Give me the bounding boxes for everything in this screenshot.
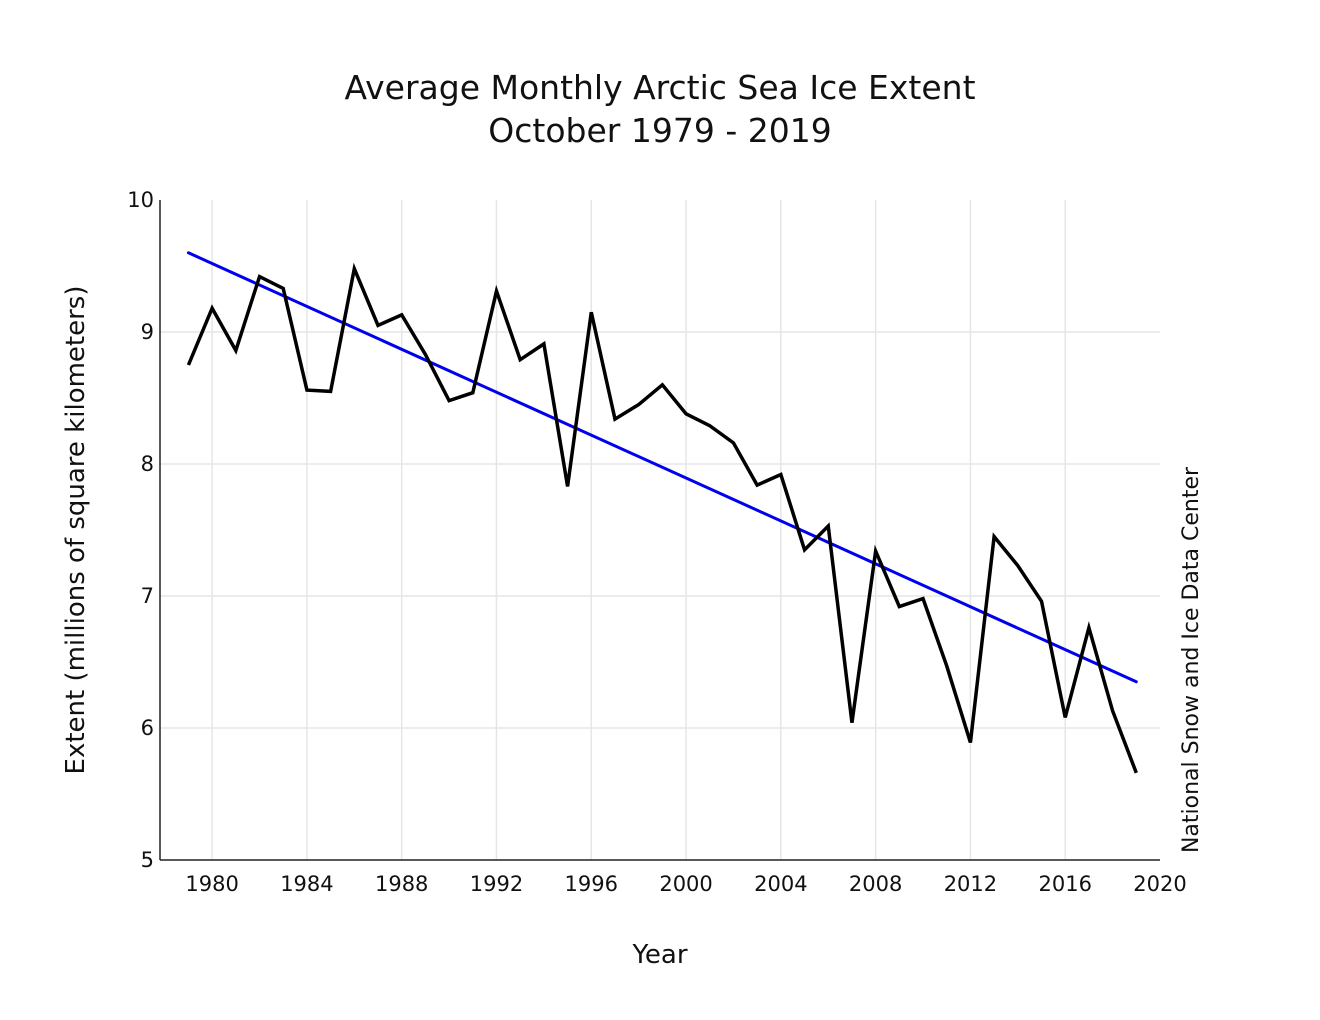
x-tick-labels: 1980 1984 1988 1992 1996 2000 2004 2008 2012 2016… [185,872,1186,896]
trend-line [186,251,1138,684]
source-label: National Snow and Ice Data Center [1179,466,1204,853]
series-lines [186,251,1138,774]
x-tick-label: 2016 [1038,872,1091,896]
y-axis-title: Extent (millions of square kilometers) [61,286,91,775]
axes [159,200,1160,861]
x-tick-label: 1992 [470,872,523,896]
x-tick-label: 1988 [375,872,428,896]
y-tick-label: 6 [141,716,154,740]
chart-title: Average Monthly Arctic Sea Ice Extent [344,68,975,107]
x-tick-label: 1980 [185,872,238,896]
x-tick-label: 2000 [659,872,712,896]
x-tick-label: 2012 [944,872,997,896]
y-tick-label: 10 [127,188,154,212]
y-tick-label: 9 [141,320,154,344]
x-tick-label: 1984 [280,872,333,896]
chart-subtitle: October 1979 - 2019 [488,111,831,150]
x-tick-label: 2008 [849,872,902,896]
gridlines [160,200,1160,860]
y-tick-label: 8 [141,452,154,476]
y-tick-labels: 5 6 7 8 9 10 [127,188,154,872]
x-tick-label: 2020 [1133,872,1186,896]
y-tick-label: 7 [141,584,154,608]
x-tick-label: 1996 [565,872,618,896]
extent-line [186,262,1138,774]
x-tick-label: 2004 [754,872,807,896]
y-tick-label: 5 [141,848,154,872]
x-axis-title: Year [631,940,687,970]
